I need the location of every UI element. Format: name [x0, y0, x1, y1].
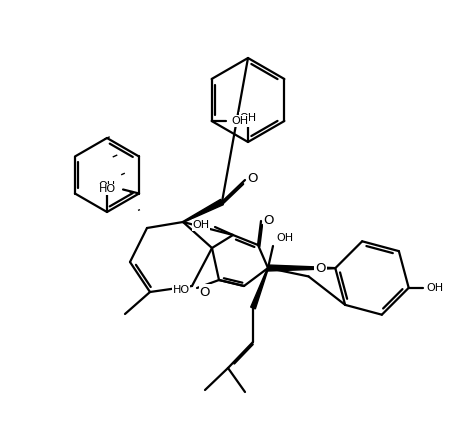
Polygon shape [268, 265, 335, 271]
Text: HO: HO [172, 285, 189, 295]
Text: HO: HO [99, 184, 116, 194]
Text: OH: OH [192, 220, 210, 230]
Text: O: O [264, 215, 274, 228]
Text: OH: OH [239, 113, 257, 123]
Text: O: O [315, 262, 326, 275]
Polygon shape [251, 268, 268, 309]
Text: O: O [248, 172, 258, 184]
Text: OH: OH [276, 233, 293, 243]
Text: OH: OH [231, 116, 248, 126]
Text: O: O [200, 286, 210, 299]
Text: OH: OH [426, 283, 443, 293]
Text: OH: OH [98, 181, 116, 191]
Polygon shape [183, 199, 223, 222]
